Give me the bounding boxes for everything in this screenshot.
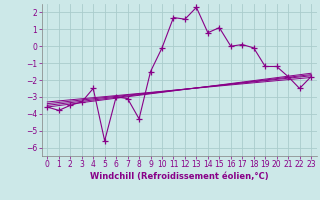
X-axis label: Windchill (Refroidissement éolien,°C): Windchill (Refroidissement éolien,°C): [90, 172, 268, 181]
